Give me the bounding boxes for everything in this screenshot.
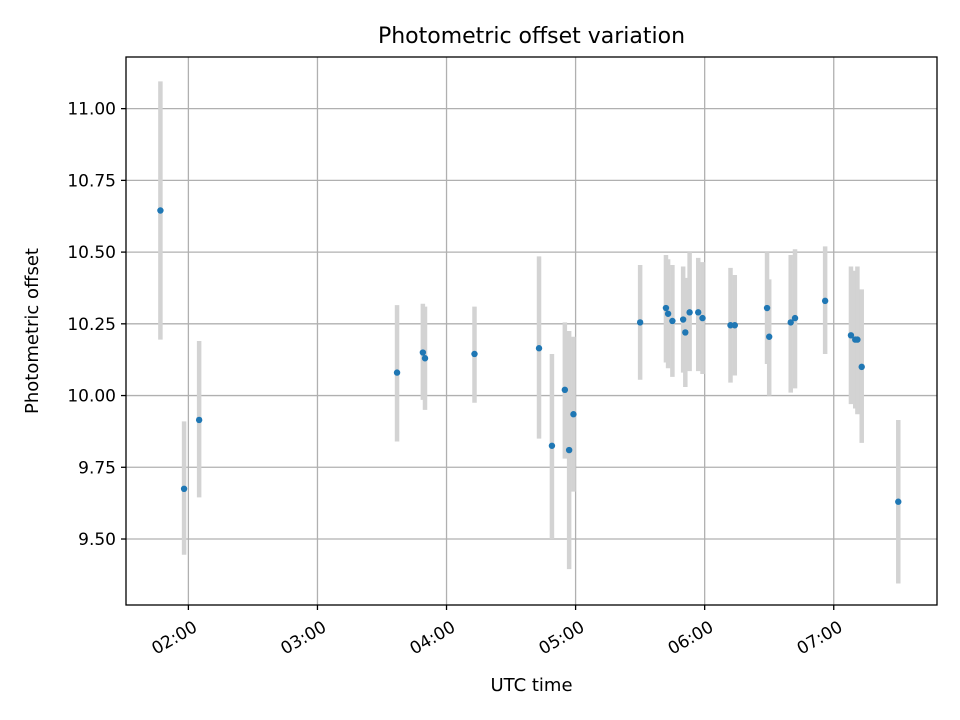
data-point [421, 355, 429, 362]
data-point [548, 442, 556, 449]
data-point [847, 332, 855, 339]
data-point [731, 322, 738, 329]
data-point [570, 411, 577, 418]
y-axis-label: Photometric offset [22, 248, 43, 414]
y-tick-label: 10.25 [67, 315, 116, 335]
y-tick-label: 11.00 [67, 100, 116, 120]
y-tick-label: 9.75 [78, 458, 116, 478]
data-point [180, 485, 188, 493]
data-point [662, 304, 670, 312]
data-point [895, 498, 902, 505]
data-point [636, 319, 644, 326]
data-point [195, 416, 203, 424]
x-axis-label: UTC time [490, 675, 572, 696]
data-point [561, 386, 569, 394]
y-tick-label: 9.50 [78, 530, 116, 550]
data-point [679, 316, 687, 323]
y-tick-label: 10.00 [67, 387, 116, 407]
data-point [763, 304, 771, 312]
x-tick-label: 06:00 [665, 617, 717, 659]
x-tick-label: 05:00 [536, 617, 588, 659]
data-point [787, 319, 794, 326]
data-points [157, 207, 902, 505]
data-point [858, 363, 865, 371]
data-point [471, 350, 478, 358]
data-point [766, 333, 773, 340]
data-point [535, 345, 543, 352]
x-tick-label: 02:00 [148, 617, 200, 659]
data-point [419, 349, 427, 356]
x-tick-label: 04:00 [407, 617, 459, 659]
data-point [664, 310, 672, 317]
chart-title: Photometric offset variation [378, 24, 685, 49]
data-point [393, 369, 401, 376]
x-tick-label: 03:00 [278, 617, 330, 659]
y-tick-label: 10.75 [67, 171, 116, 191]
data-point [565, 446, 573, 454]
data-point [699, 314, 706, 322]
error-bars [158, 81, 901, 584]
grid [126, 57, 937, 605]
data-point [791, 314, 799, 322]
data-point [695, 309, 702, 316]
data-point [854, 336, 861, 343]
data-point [686, 309, 693, 316]
y-tick-label: 10.50 [67, 243, 116, 263]
data-point [669, 317, 676, 325]
data-point [157, 207, 164, 214]
data-point [682, 329, 689, 336]
plot-frame [125, 56, 938, 606]
data-point [821, 297, 829, 305]
x-tick-label: 07:00 [794, 617, 846, 659]
